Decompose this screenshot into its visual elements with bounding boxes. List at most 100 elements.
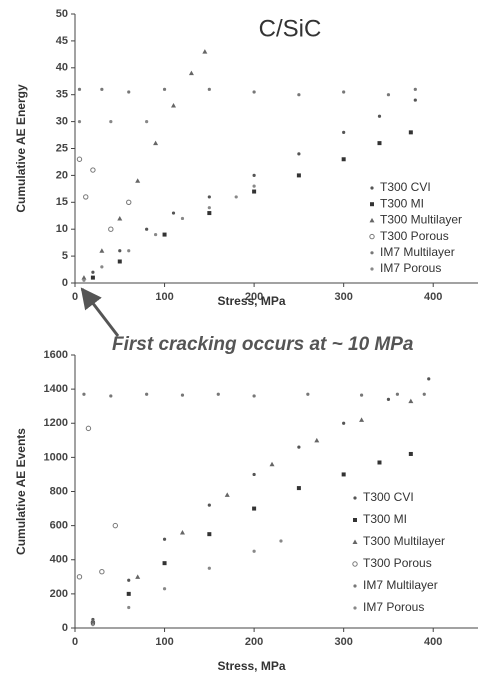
data-point [117,259,122,264]
data-point [296,173,301,178]
legend-label: T300 CVI [380,180,431,194]
data-point [234,195,238,199]
data-point [207,195,211,199]
data-point [162,561,167,566]
y-tick-label: 10 [56,223,68,235]
y-tick-label: 1000 [44,451,68,463]
data-point [207,87,211,91]
data-point [145,392,149,396]
data-point [377,141,382,146]
legend-label: T300 Multilayer [363,534,445,548]
data-point [127,90,131,94]
annotation: First cracking occurs at ~ 10 MPa [112,334,414,355]
data-point [127,605,131,610]
data-point [76,574,83,580]
data-point [252,189,257,194]
data-point [112,522,119,529]
data-point [99,568,105,575]
legend-marker [353,606,357,610]
data-point [269,461,275,467]
annotation-arrow [80,287,120,337]
x-tick-label: 0 [72,291,78,303]
data-point [135,574,141,579]
data-point [117,215,123,221]
legend-label: IM7 Porous [363,600,424,614]
data-point [162,537,167,541]
data-point [90,167,96,173]
data-point [297,152,301,156]
data-point [162,87,167,91]
legend-marker [370,267,374,271]
data-point [297,93,301,97]
data-point [386,397,391,401]
data-point [252,472,256,477]
data-point [427,377,431,381]
x-tick-label: 100 [155,291,173,303]
data-point [188,70,194,76]
legend-marker [352,561,358,567]
data-point [252,394,256,398]
legend-label: IM7 Porous [380,261,441,275]
data-point [108,226,114,232]
data-point [296,486,301,491]
legend-marker [352,539,358,544]
data-point [224,492,230,497]
y-tick-label: 25 [56,142,68,154]
x-tick-label: 200 [245,291,263,303]
data-point [109,394,113,398]
data-point [408,130,413,135]
data-point [252,184,256,188]
data-point [126,199,132,206]
data-point [341,157,346,162]
x-tick-label: 300 [334,636,352,648]
legend-label: IM7 Multilayer [380,245,455,259]
data-point [413,87,417,91]
x-tick-label: 100 [155,636,173,648]
data-point [99,248,105,253]
legend-marker [353,496,357,500]
data-point [109,120,113,124]
data-point [126,591,131,596]
data-point [91,270,95,274]
legend-marker [370,202,374,207]
data-point [207,211,212,216]
data-point [252,506,257,511]
data-point [82,392,86,396]
data-point [135,178,141,183]
y-tick-label: 1200 [44,417,68,429]
data-point [162,587,167,591]
y-tick-label: 1400 [44,383,68,395]
data-point [207,532,212,537]
y-tick-label: 200 [50,588,68,600]
legend-label: IM7 Multilayer [363,578,438,592]
data-point [82,278,86,282]
data-point [207,206,211,210]
legend-marker [369,233,375,240]
data-point [408,451,413,456]
y-axis-title: Cumulative AE Energy [14,84,28,213]
data-point [207,566,211,570]
x-axis-title: Stress, MPa [217,294,285,308]
y-tick-label: 1600 [44,349,68,361]
data-point [118,249,122,253]
y-tick-label: 50 [56,8,68,20]
data-point [422,392,426,396]
data-point [279,539,283,543]
data-point [83,194,89,200]
data-point [377,114,382,118]
data-point [207,503,211,507]
chart-title: C/SiC [259,15,322,42]
y-tick-label: 400 [50,554,68,566]
y-tick-label: 20 [56,169,68,181]
data-point [341,472,346,477]
y-tick-label: 15 [56,196,68,208]
data-point [180,216,185,221]
legend-label: T300 Porous [363,556,432,570]
data-point [179,529,185,535]
y-tick-label: 40 [56,62,68,74]
data-point [386,93,391,97]
legend-marker [353,518,357,522]
legend-marker [370,186,374,190]
data-point [171,102,177,108]
